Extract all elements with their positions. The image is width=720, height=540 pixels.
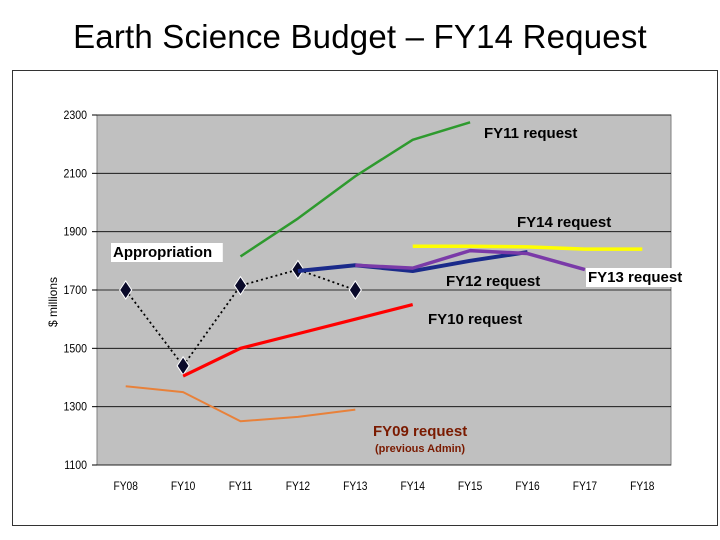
annotation-fy12-request: FY12 request [446, 273, 540, 290]
annotation-fy10-request: FY10 request [428, 311, 522, 328]
y-tick-label: 1700 [64, 284, 87, 297]
annotation-fy13-request: FY13 request [588, 269, 682, 286]
x-tick-label-fy08: FY08 [114, 480, 138, 493]
data-point-appropriation-fy13 [348, 280, 362, 300]
x-tick-label-fy17: FY17 [573, 480, 597, 493]
annotation-fy09-request: FY09 request [373, 423, 467, 440]
annotation-bg-fy13-request [586, 268, 690, 287]
x-tick-label-fy14: FY14 [401, 480, 425, 493]
chart-frame: 1100 1300 1500 1700 1900 2100 2300 $ millions FY… [12, 70, 718, 526]
series-line-fy14-request [412, 244, 643, 251]
annotation-appropriation: Appropriation [113, 244, 212, 261]
y-tick-label: 1300 [64, 401, 87, 414]
x-tick-label-fy18: FY18 [630, 480, 654, 493]
annotation-bg-appropriation [111, 243, 223, 262]
series-line-fy11-request [239, 121, 471, 258]
data-point-appropriation-fy11 [233, 275, 248, 296]
x-tick-label-fy10: FY10 [171, 480, 195, 493]
series-line-fy10-request [182, 303, 414, 378]
x-tick-label-fy13: FY13 [343, 480, 367, 493]
annotation-fy11-request: FY11 request [484, 125, 577, 142]
y-tick-label: 2300 [64, 109, 87, 122]
budget-line-chart: 1100 1300 1500 1700 1900 2100 2300 $ millions FY… [46, 109, 690, 493]
y-tick-label: 1900 [64, 226, 87, 239]
series-line-fy12-request [297, 250, 528, 274]
y-tick-label: 1100 [64, 459, 87, 472]
x-tick-label-fy12: FY12 [286, 480, 310, 493]
y-tick-label: 2100 [64, 168, 87, 181]
annotation-sub-fy09-request: (previous Admin) [375, 443, 465, 455]
x-tick-label-fy11: FY11 [229, 480, 253, 493]
data-point-appropriation-fy08 [119, 280, 133, 300]
x-tick-label-fy16: FY16 [515, 480, 539, 493]
series-line-fy13-request [355, 248, 586, 272]
y-axis-label: $ millions [46, 277, 60, 327]
x-tick-label-fy15: FY15 [458, 480, 482, 493]
y-tick-label: 1500 [64, 343, 87, 356]
annotation-fy14-request: FY14 request [517, 214, 611, 231]
series-line-fy09-request [125, 385, 356, 423]
slide-title: Earth Science Budget – FY14 Request [73, 18, 647, 55]
